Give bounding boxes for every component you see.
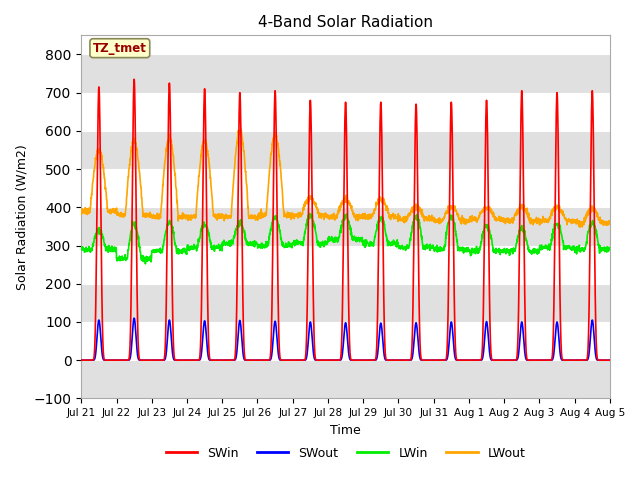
Text: TZ_tmet: TZ_tmet: [93, 42, 147, 55]
LWin: [77, 246, 85, 252]
SWin: [559, 357, 567, 363]
SWin: [574, 357, 582, 363]
LWin: [574, 245, 582, 251]
LWin: [372, 228, 380, 234]
Line: LWout: LWout: [81, 130, 610, 227]
LWin: [225, 239, 233, 244]
Title: 4-Band Solar Radiation: 4-Band Solar Radiation: [258, 15, 433, 30]
Bar: [81, 284, 610, 322]
X-axis label: Time: Time: [330, 424, 361, 437]
LWin: [606, 246, 614, 252]
SWout: [77, 357, 85, 363]
LWout: [225, 213, 232, 218]
LWin: [361, 241, 369, 247]
LWout: [499, 217, 507, 223]
SWin: [499, 357, 507, 363]
SWout: [606, 357, 614, 363]
LWout: [372, 199, 380, 205]
SWout: [559, 357, 567, 363]
LWout: [559, 209, 567, 215]
SWin: [131, 76, 138, 82]
LWout: [576, 224, 584, 230]
SWin: [225, 357, 233, 363]
SWin: [77, 357, 85, 363]
Legend: SWin, SWout, LWin, LWout: SWin, SWout, LWin, LWout: [161, 442, 531, 465]
SWin: [361, 357, 369, 363]
Bar: [81, 360, 610, 398]
SWout: [499, 357, 507, 363]
LWout: [361, 212, 369, 218]
SWin: [606, 357, 614, 363]
LWout: [574, 220, 582, 226]
Bar: [81, 131, 610, 169]
SWout: [361, 357, 369, 363]
Bar: [81, 54, 610, 93]
LWin: [141, 261, 149, 267]
SWout: [131, 315, 138, 321]
SWout: [574, 357, 582, 363]
Line: SWout: SWout: [81, 318, 610, 360]
SWout: [372, 357, 380, 363]
LWin: [559, 240, 567, 246]
SWout: [225, 357, 233, 363]
LWout: [236, 127, 244, 132]
LWin: [305, 210, 313, 216]
SWin: [372, 353, 380, 359]
Y-axis label: Solar Radiation (W/m2): Solar Radiation (W/m2): [15, 144, 28, 290]
LWout: [606, 220, 614, 226]
Line: SWin: SWin: [81, 79, 610, 360]
LWout: [77, 212, 85, 217]
LWin: [499, 250, 507, 255]
Line: LWin: LWin: [81, 213, 610, 264]
Bar: [81, 207, 610, 246]
